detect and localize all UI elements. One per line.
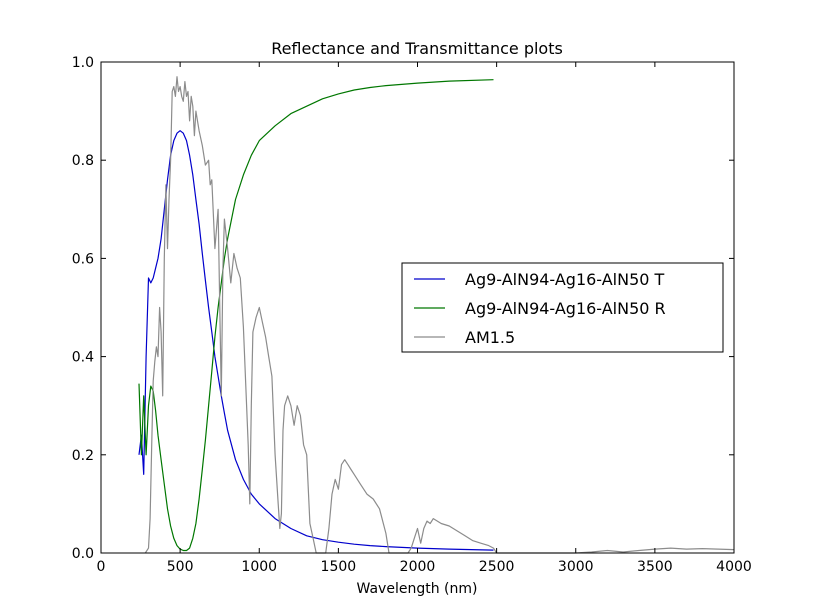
x-tick-label: 3000	[558, 559, 594, 575]
x-tick-label: 4000	[716, 559, 752, 575]
chart-title: Reflectance and Transmittance plots	[271, 39, 563, 58]
ticks-layer: 0 500 1000 1500 2000 2500 3000 3500 4000 0.0 0.2 0.…	[72, 55, 752, 575]
y-tick-label: 0.8	[72, 153, 94, 169]
series-line-1	[138, 79, 494, 552]
legend-box	[401, 262, 724, 353]
x-tick-label: 0	[97, 559, 106, 575]
legend-label-1: Ag9-AlN94-Ag16-AlN50 R	[465, 299, 666, 318]
x-tick-label: 500	[167, 559, 194, 575]
series-layer	[138, 76, 735, 554]
x-tick-label: 3500	[637, 559, 673, 575]
y-tick-label: 0.0	[72, 546, 94, 562]
series-line-0	[138, 130, 494, 551]
x-axis-label: Wavelength (nm)	[357, 581, 478, 597]
y-tick-label: 1.0	[72, 55, 94, 71]
y-tick-label: 0.2	[72, 448, 94, 464]
legend-label-0: Ag9-AlN94-Ag16-AlN50 T	[465, 270, 665, 289]
y-tick-label: 0.6	[72, 251, 94, 267]
y-tick-label: 0.4	[72, 350, 94, 366]
x-tick-label: 1000	[241, 559, 277, 575]
x-tick-label: 2500	[479, 559, 515, 575]
legend: Ag9-AlN94-Ag16-AlN50 T Ag9-AlN94-Ag16-AlN…	[401, 262, 724, 353]
x-tick-label: 1500	[321, 559, 357, 575]
series-line-2	[144, 76, 735, 554]
x-tick-label: 2000	[400, 559, 436, 575]
legend-label-2: AM1.5	[465, 328, 515, 347]
